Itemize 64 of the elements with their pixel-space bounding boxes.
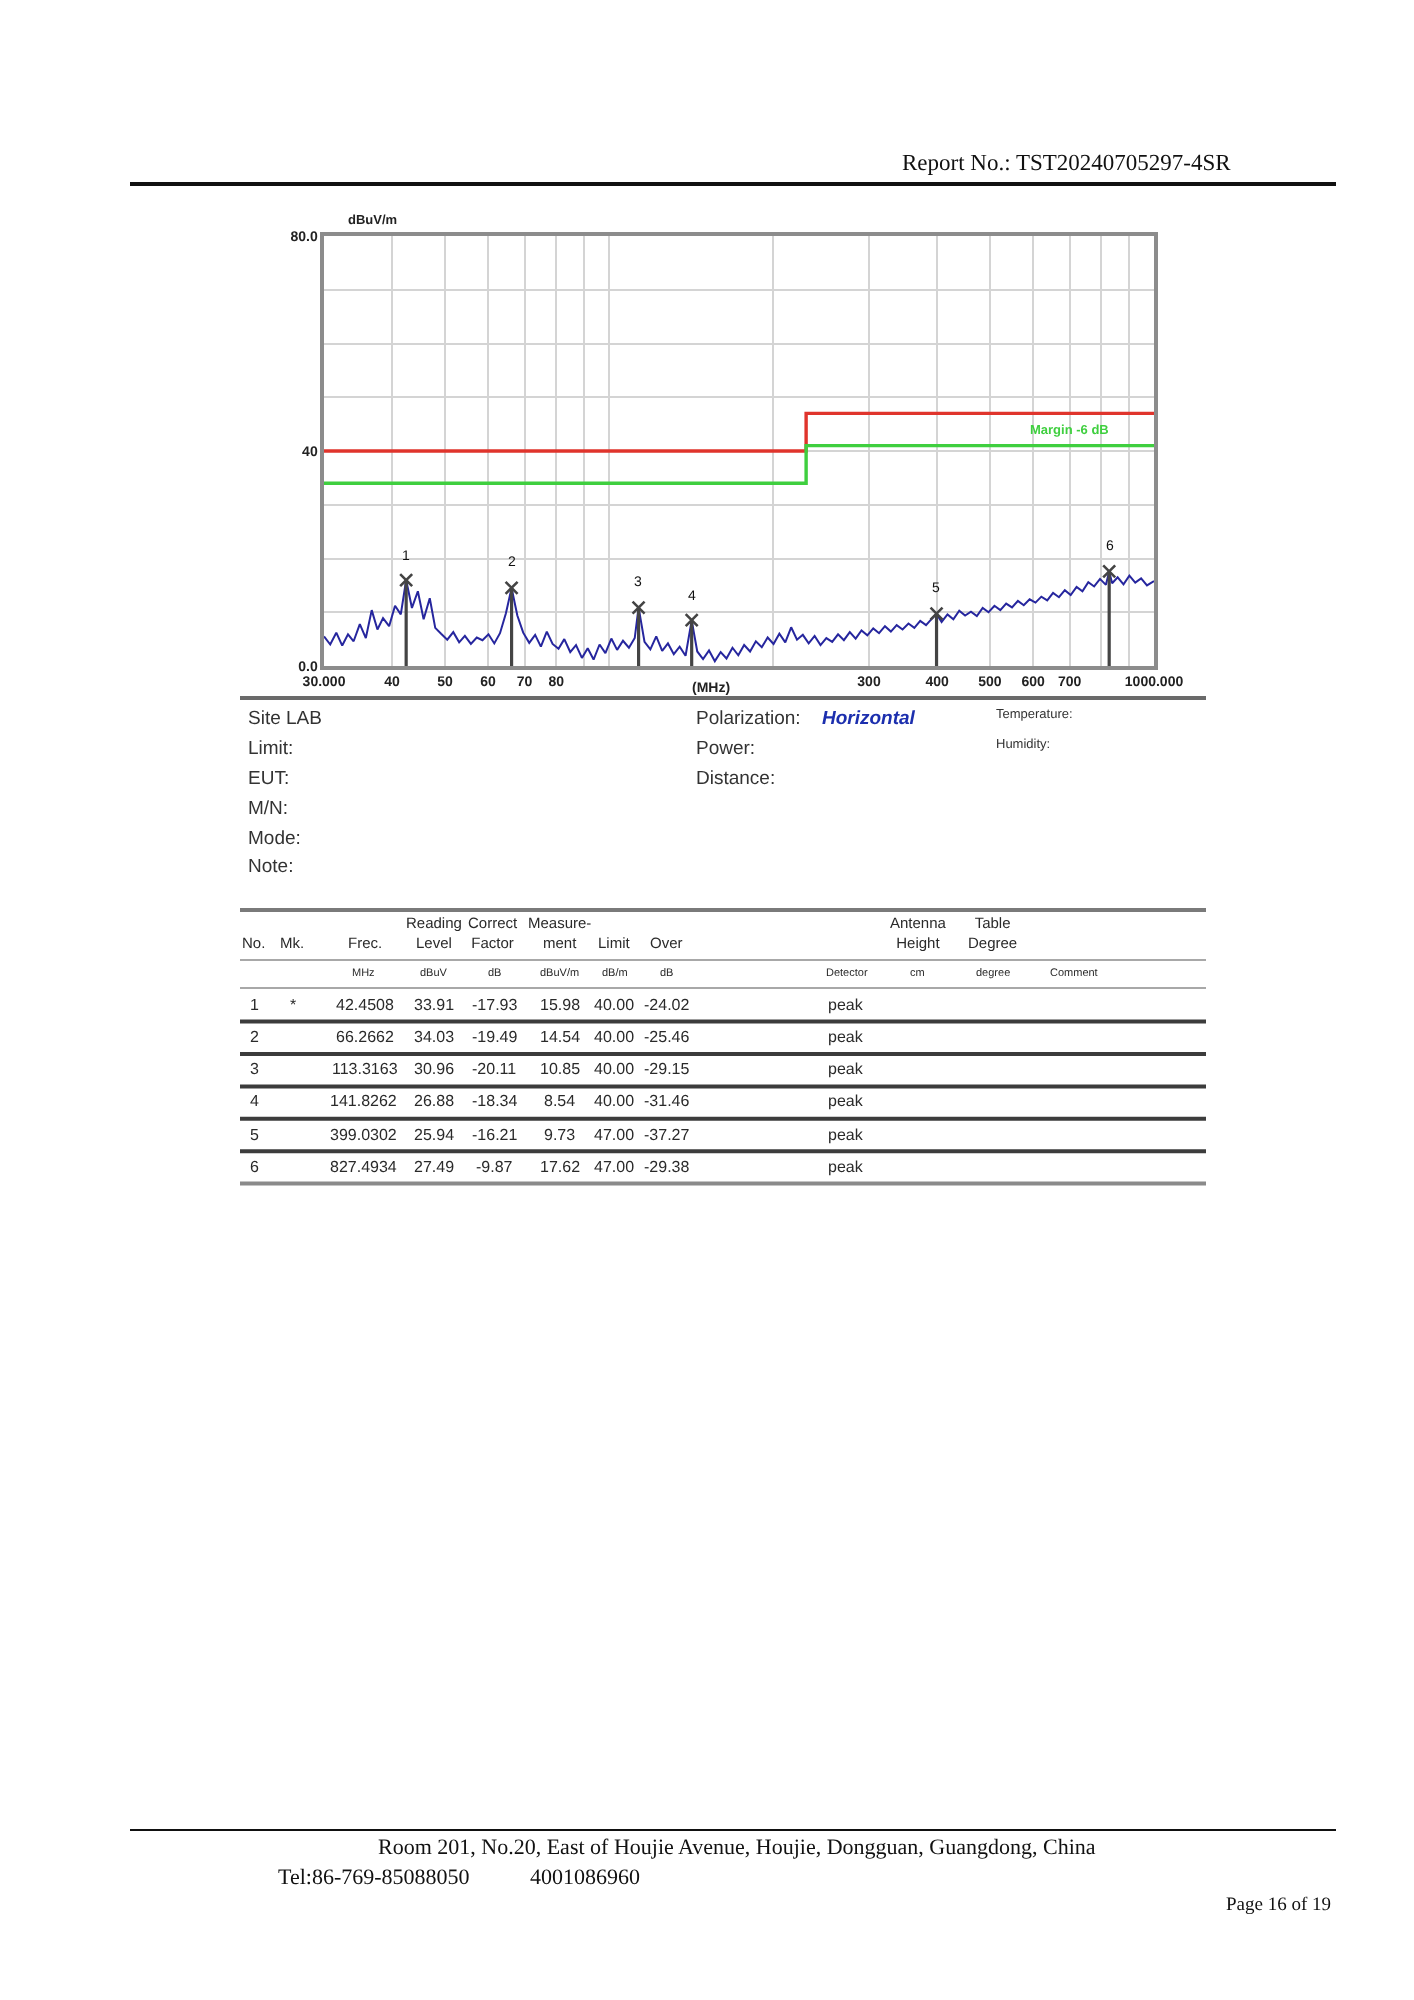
text: -9.87 bbox=[476, 1158, 513, 1176]
text: 4001086960 bbox=[530, 1866, 641, 1890]
text: peak bbox=[828, 996, 863, 1014]
y-tick-label: 5 bbox=[250, 1126, 260, 1144]
text: Distance: bbox=[696, 768, 776, 790]
text: Mode: bbox=[248, 828, 301, 850]
y-tick-label: 2 bbox=[250, 1028, 260, 1046]
text: -18.34 bbox=[472, 1092, 518, 1110]
text: 9.73 bbox=[544, 1126, 576, 1144]
text: -19.49 bbox=[472, 1028, 518, 1046]
text: M/N: bbox=[248, 798, 289, 820]
text: 40.00 bbox=[594, 1060, 635, 1078]
text: 10.85 bbox=[540, 1060, 581, 1078]
text: Limit: bbox=[248, 738, 294, 760]
text: 34.03 bbox=[414, 1028, 455, 1046]
text: Site LAB bbox=[248, 708, 322, 730]
text: 14.54 bbox=[540, 1028, 581, 1046]
text: 40.00 bbox=[594, 1028, 635, 1046]
text: EUT: bbox=[248, 768, 290, 790]
text: -37.27 bbox=[644, 1126, 690, 1144]
text: -20.11 bbox=[472, 1060, 517, 1078]
text: 15.98 bbox=[540, 996, 581, 1014]
text: 30.96 bbox=[414, 1060, 455, 1078]
text: -29.38 bbox=[644, 1158, 690, 1176]
text: 26.88 bbox=[414, 1092, 455, 1110]
text: 113.3163 bbox=[332, 1060, 398, 1078]
text: Horizontal bbox=[822, 708, 915, 730]
text: Polarization: bbox=[696, 708, 801, 730]
text: 33.91 bbox=[414, 996, 455, 1014]
text: 27.49 bbox=[414, 1158, 455, 1176]
text: -29.15 bbox=[644, 1060, 690, 1078]
text: peak bbox=[828, 1028, 863, 1046]
text: Room 201, No.20, East of Houjie Avenue, Houjie, Dongguan, Guangdong, China bbox=[378, 1836, 1096, 1860]
text: 25.94 bbox=[414, 1126, 455, 1144]
text: peak bbox=[828, 1126, 863, 1144]
text: peak bbox=[828, 1092, 863, 1110]
text: Report No.: TST20240705297-4SR bbox=[902, 152, 1232, 176]
text: 17.62 bbox=[540, 1158, 581, 1176]
text: 40.00 bbox=[594, 1092, 635, 1110]
text: 66.2662 bbox=[336, 1028, 394, 1046]
text: 8.54 bbox=[544, 1092, 576, 1110]
text: Note: bbox=[248, 856, 294, 878]
text: Tel:86-769-85088050 bbox=[278, 1866, 471, 1890]
text: 47.00 bbox=[594, 1158, 635, 1176]
y-tick-label: 1 bbox=[250, 996, 260, 1014]
text: 40.00 bbox=[594, 996, 635, 1014]
text: 141.8262 bbox=[330, 1092, 397, 1110]
text: -31.46 bbox=[644, 1092, 690, 1110]
y-tick-label: 4 bbox=[250, 1092, 260, 1110]
text: 47.00 bbox=[594, 1126, 635, 1144]
text: Page 16 of 19 bbox=[1226, 1896, 1332, 1916]
text: * bbox=[290, 996, 297, 1014]
text: Power: bbox=[696, 738, 756, 760]
text: 827.4934 bbox=[330, 1158, 397, 1176]
text: -25.46 bbox=[644, 1028, 690, 1046]
text: -17.93 bbox=[472, 996, 518, 1014]
y-tick-label: 6 bbox=[250, 1158, 260, 1176]
text: peak bbox=[828, 1060, 863, 1078]
text: 399.0302 bbox=[330, 1126, 397, 1144]
text: peak bbox=[828, 1158, 863, 1176]
text: -16.21 bbox=[472, 1126, 518, 1144]
y-tick-label: 3 bbox=[250, 1060, 260, 1078]
text: -24.02 bbox=[644, 996, 690, 1014]
text: 42.4508 bbox=[336, 996, 394, 1014]
